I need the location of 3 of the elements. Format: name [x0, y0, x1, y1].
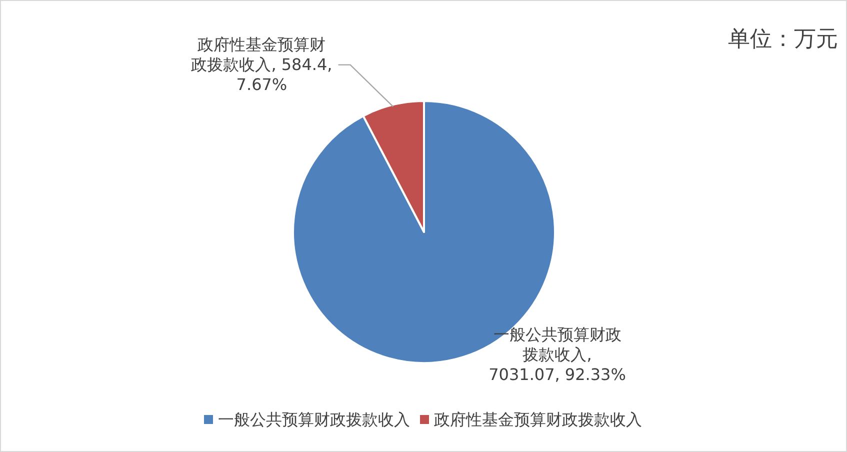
legend-label: 一般公共预算财政拨款收入: [218, 410, 410, 429]
text: 单位：万元: [728, 27, 838, 52]
legend-label: 政府性基金预算财政拨款收入: [434, 410, 642, 429]
